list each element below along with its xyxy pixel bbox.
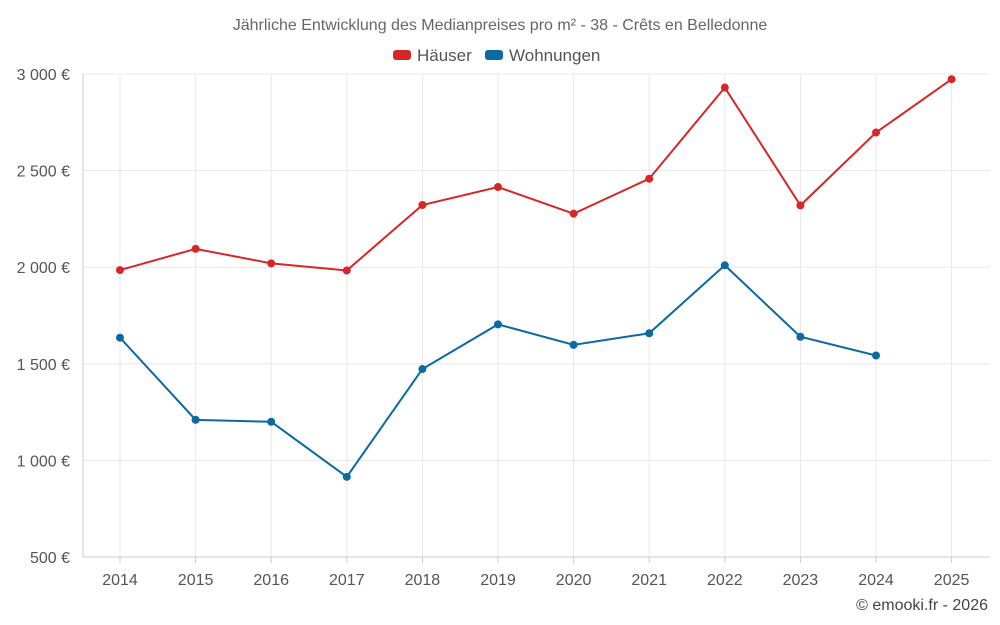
data-point[interactable] bbox=[796, 201, 805, 210]
data-point[interactable] bbox=[267, 259, 276, 268]
data-point[interactable] bbox=[116, 266, 124, 275]
data-point[interactable] bbox=[191, 244, 200, 253]
chart-title: Jährliche Entwicklung des Medianpreises … bbox=[233, 17, 768, 34]
legend: Häuser Wohnungen bbox=[393, 46, 600, 65]
legend-item[interactable]: Häuser bbox=[393, 46, 472, 65]
x-tick-label: 2019 bbox=[480, 572, 516, 589]
x-tick-label: 2025 bbox=[934, 572, 970, 589]
data-point[interactable] bbox=[947, 75, 956, 84]
x-tick-label: 2024 bbox=[858, 572, 894, 589]
legend-swatch bbox=[393, 50, 411, 60]
x-tick-label: 2023 bbox=[783, 572, 819, 589]
data-point[interactable] bbox=[494, 183, 502, 192]
data-point[interactable] bbox=[645, 174, 654, 183]
data-point[interactable] bbox=[796, 332, 805, 341]
y-tick-label: 500 € bbox=[30, 550, 70, 567]
y-tick-label: 3 000 € bbox=[17, 67, 70, 84]
data-point[interactable] bbox=[191, 415, 200, 424]
data-point[interactable] bbox=[342, 266, 351, 275]
data-point[interactable] bbox=[494, 320, 502, 329]
grid bbox=[82, 73, 990, 558]
data-point[interactable] bbox=[267, 417, 276, 426]
legend-item[interactable]: Wohnungen bbox=[485, 46, 600, 65]
series-häuser bbox=[116, 75, 956, 275]
x-tick-label: 2017 bbox=[329, 572, 365, 589]
data-point[interactable] bbox=[418, 365, 427, 374]
y-tick-label: 2 500 € bbox=[17, 164, 70, 181]
x-tick-label: 2022 bbox=[707, 572, 743, 589]
x-tick-label: 2015 bbox=[178, 572, 214, 589]
data-point[interactable] bbox=[569, 209, 578, 218]
x-axis: 2014 2015 2016 2017 2018 2019 2020 2021 2022 2023… bbox=[102, 557, 969, 589]
data-point[interactable] bbox=[872, 128, 880, 137]
legend-label: Häuser bbox=[417, 46, 472, 65]
series bbox=[116, 75, 956, 481]
data-point[interactable] bbox=[720, 83, 729, 92]
y-tick-label: 2 000 € bbox=[17, 260, 70, 277]
legend-label: Wohnungen bbox=[509, 46, 600, 65]
series-wohnungen bbox=[116, 261, 880, 481]
data-point[interactable] bbox=[116, 333, 124, 342]
data-point[interactable] bbox=[569, 340, 578, 349]
credit-text: © emooki.fr - 2026 bbox=[856, 597, 988, 614]
data-point[interactable] bbox=[418, 200, 427, 209]
x-tick-label: 2021 bbox=[631, 572, 667, 589]
x-tick-label: 2020 bbox=[556, 572, 592, 589]
series-line bbox=[119, 78, 953, 272]
data-point[interactable] bbox=[645, 329, 654, 338]
y-tick-label: 1 500 € bbox=[17, 357, 70, 374]
y-tick-label: 1 000 € bbox=[17, 453, 70, 470]
data-point[interactable] bbox=[342, 472, 351, 481]
y-axis: 500 € 1 000 € 1 500 € 2 000 € 2 500 € 3 000 € bbox=[17, 67, 70, 567]
data-point[interactable] bbox=[720, 261, 729, 270]
x-tick-label: 2018 bbox=[405, 572, 441, 589]
data-point[interactable] bbox=[872, 351, 880, 360]
x-tick-label: 2016 bbox=[253, 572, 289, 589]
x-tick-label: 2014 bbox=[102, 572, 138, 589]
legend-swatch bbox=[485, 50, 503, 60]
